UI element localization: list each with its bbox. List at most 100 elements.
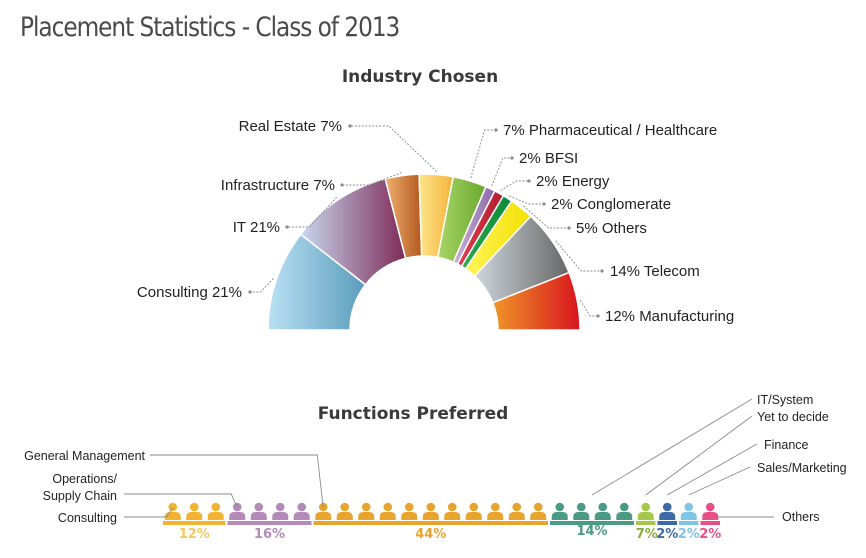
function-label-it-system: IT/System — [757, 393, 813, 407]
page-title: Placement Statistics - Class of 2013 — [20, 12, 400, 43]
function-label-others: Others — [782, 510, 820, 524]
pie-leader-line — [350, 125, 437, 172]
pie-leader-dot — [542, 202, 546, 206]
pie-label-real-estate-7: Real Estate 7% — [239, 118, 342, 135]
pie-leader-line — [500, 180, 529, 192]
function-leader-line — [667, 443, 758, 496]
function-label-consulting: Consulting — [58, 511, 117, 525]
person-icon-body — [659, 512, 676, 520]
pie-label-infrastructure-7: Infrastructure 7% — [221, 177, 335, 194]
person-icon-head — [533, 502, 543, 512]
function-bar-others — [700, 521, 720, 525]
person-icon-body — [573, 512, 590, 520]
function-pct-others: 2% — [699, 527, 721, 542]
person-icon-body — [487, 512, 504, 520]
person-icon-body — [422, 512, 439, 520]
function-leader-line — [124, 493, 238, 509]
function-group-general-management: 44% General Management — [24, 449, 548, 542]
pie-leader-line — [555, 240, 602, 272]
pie-chart-title: Industry Chosen — [342, 67, 498, 87]
person-icon-body — [594, 512, 611, 520]
person-icon-head — [168, 502, 178, 512]
person-icon-body — [508, 512, 525, 520]
pie-leader-line — [470, 129, 496, 179]
person-icon-body — [250, 512, 267, 520]
person-icon-head — [254, 502, 264, 512]
person-icon-head — [297, 502, 307, 512]
person-icon-body — [616, 512, 633, 520]
function-group-others: 2% Others — [699, 502, 820, 542]
function-leader-line — [150, 454, 324, 509]
pie-leader-dot — [510, 156, 514, 160]
person-icon-body — [315, 512, 332, 520]
function-bar-finance — [657, 521, 677, 525]
pie-label-5-others: 5% Others — [576, 220, 647, 237]
pie-label-12-manufacturing: 12% Manufacturing — [605, 308, 734, 325]
function-label-yet-to-decide: Yet to decide — [757, 410, 829, 424]
function-bar-consulting — [163, 521, 226, 525]
function-leader-line — [124, 507, 174, 518]
person-icon-body — [272, 512, 289, 520]
person-icon-body — [186, 512, 203, 520]
person-icon-head — [619, 502, 629, 512]
person-icon-head — [404, 502, 414, 512]
person-icon-head — [340, 502, 350, 512]
function-pct-yet-to-decide: 7% — [636, 527, 658, 542]
person-icon-head — [189, 502, 199, 512]
person-icon-head — [275, 502, 285, 512]
person-icon-head — [641, 502, 651, 512]
pie-leader-line — [523, 205, 569, 229]
function-pct-sales-marketing: 2% — [678, 527, 700, 542]
function-label-sales-marketing: Sales/Marketing — [757, 461, 847, 475]
pie-label-it-21: IT 21% — [233, 219, 280, 236]
person-icon-head — [662, 502, 672, 512]
function-pct-finance: 2% — [656, 527, 678, 542]
function-leader-line — [591, 398, 753, 496]
person-icon-head — [361, 502, 371, 512]
industry-pie-chart: Industry Chosen Consulting 21% IT 21% Infra… — [137, 67, 734, 331]
person-icon-head — [555, 502, 565, 512]
function-bar-general-management — [313, 521, 548, 525]
person-icon-head — [705, 502, 715, 512]
pie-label-7-pharmaceutical-healthcare: 7% Pharmaceutical / Healthcare — [503, 122, 717, 139]
pie-label-2-conglomerate: 2% Conglomerate — [551, 196, 671, 213]
person-icon-body — [358, 512, 375, 520]
person-icon-head — [383, 502, 393, 512]
person-icon-body — [551, 512, 568, 520]
pie-leader-line — [342, 172, 402, 186]
person-icon-body — [207, 512, 224, 520]
function-label-general-management: General Management — [24, 449, 145, 463]
pie-slice-12-manufacturing — [491, 271, 581, 331]
pie-leader-dot — [248, 290, 252, 294]
pie-leader-dot — [494, 128, 498, 132]
function-group-consulting: 12% Consulting — [58, 502, 226, 542]
functions-bar-chart: Functions Preferred 12% Consulting 16% Opera… — [24, 393, 847, 542]
pie-leader-dot — [340, 183, 344, 187]
person-icon-head — [447, 502, 457, 512]
person-icon-body — [465, 512, 482, 520]
person-icon-body — [680, 512, 697, 520]
person-icon-body — [293, 512, 310, 520]
pie-leader-line — [579, 299, 598, 317]
person-icon-body — [444, 512, 461, 520]
pie-label-consulting-21: Consulting 21% — [137, 284, 242, 301]
person-icon-head — [426, 502, 436, 512]
function-pct-general-management: 44% — [415, 527, 446, 542]
person-icon-body — [401, 512, 418, 520]
person-icon-head — [512, 502, 522, 512]
person-icon-body — [336, 512, 353, 520]
pie-label-2-bfsi: 2% BFSI — [519, 150, 578, 167]
function-group-yet-to-decide: 7% Yet to decide — [636, 410, 829, 542]
function-label-operations-supply-chain: Operations/Supply Chain — [43, 472, 118, 503]
person-icon-body — [229, 512, 246, 520]
person-icon-body — [637, 512, 654, 520]
function-bar-yet-to-decide — [636, 521, 656, 525]
function-bar-operations-supply-chain — [227, 521, 312, 525]
pie-label-14-telecom: 14% Telecom — [610, 263, 700, 280]
function-leader-line — [645, 415, 753, 496]
person-icon-body — [530, 512, 547, 520]
person-icon-head — [684, 502, 694, 512]
bar-chart-title: Functions Preferred — [318, 404, 509, 424]
function-group-it-system: 14% IT/System — [550, 393, 813, 539]
function-bar-it-system — [550, 521, 634, 525]
